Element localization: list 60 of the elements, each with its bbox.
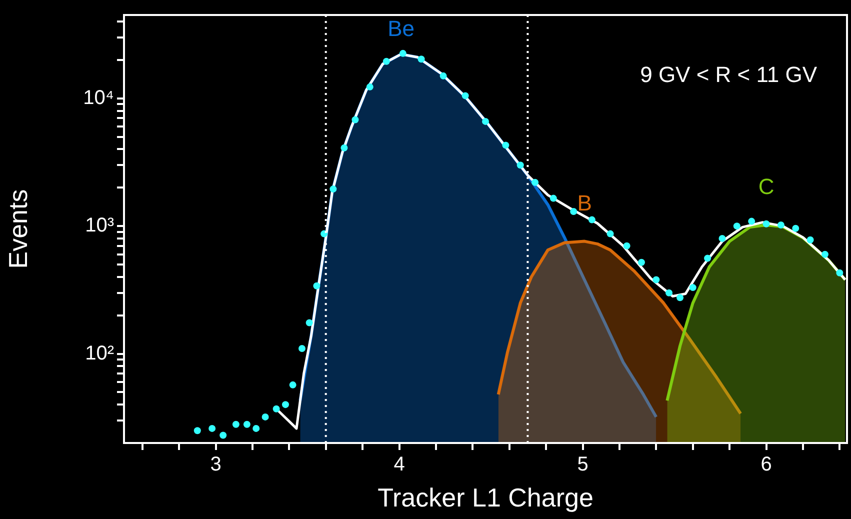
- point: [289, 381, 296, 388]
- point: [320, 230, 328, 238]
- point: [352, 116, 359, 124]
- point: [462, 92, 469, 100]
- point: [440, 72, 447, 80]
- point: [792, 224, 800, 232]
- series-label: C: [758, 174, 774, 200]
- point: [282, 401, 289, 408]
- annotation: 9 GV < R < 11 GV: [640, 62, 818, 88]
- point: [733, 222, 740, 230]
- point: [821, 250, 828, 258]
- point: [666, 289, 673, 296]
- point: [272, 405, 280, 412]
- point: [676, 294, 684, 302]
- point: [340, 144, 348, 152]
- y-tick-label: 10²: [85, 342, 114, 364]
- point: [330, 186, 337, 193]
- point: [232, 420, 240, 428]
- y-tick-label: 10⁴: [83, 86, 114, 109]
- y-axis-title: Events: [2, 189, 33, 269]
- point: [313, 282, 320, 290]
- x-tick-label: 6: [760, 454, 772, 476]
- point: [638, 258, 645, 266]
- point: [588, 216, 596, 224]
- point: [502, 142, 510, 149]
- point: [718, 234, 726, 242]
- series-label: B: [577, 190, 592, 216]
- point: [806, 236, 814, 244]
- point: [704, 254, 712, 262]
- point: [550, 194, 557, 202]
- point: [418, 56, 425, 63]
- point: [366, 83, 374, 90]
- point: [532, 178, 539, 186]
- x-tick-label: 4: [394, 454, 405, 476]
- point: [762, 220, 770, 228]
- x-tick-label: 3: [210, 454, 222, 476]
- x-axis-title: Tracker L1 Charge: [378, 482, 594, 513]
- point: [208, 424, 216, 432]
- point: [748, 218, 756, 225]
- point: [623, 242, 630, 250]
- point: [606, 230, 614, 238]
- point: [194, 427, 201, 434]
- point: [689, 284, 696, 292]
- y-tick-label: 10³: [85, 214, 114, 237]
- point: [382, 58, 390, 65]
- point: [570, 208, 578, 216]
- point: [652, 276, 660, 284]
- x-tick-label: 5: [577, 454, 588, 476]
- point: [220, 432, 227, 439]
- point: [836, 269, 844, 276]
- point: [262, 413, 269, 420]
- point: [243, 420, 250, 428]
- series-label: Be: [388, 16, 415, 42]
- point: [252, 424, 260, 432]
- point: [298, 344, 306, 352]
- point: [399, 50, 406, 57]
- point: [482, 118, 489, 125]
- point: [516, 162, 524, 169]
- point: [306, 319, 313, 326]
- point: [777, 221, 784, 228]
